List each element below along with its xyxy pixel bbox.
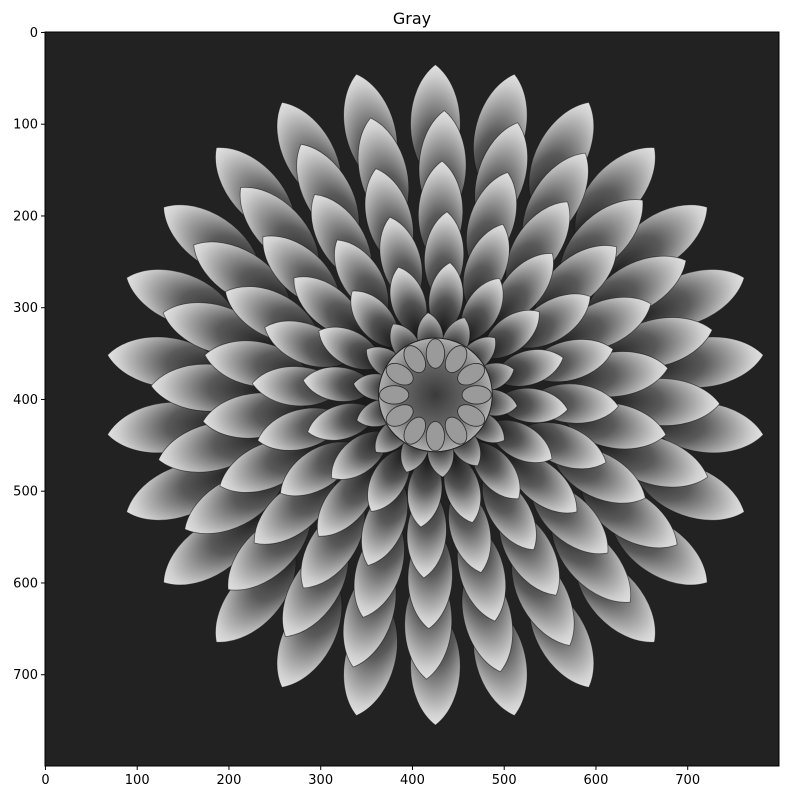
center-bud <box>461 385 492 405</box>
center-bud <box>385 404 414 427</box>
image-panel <box>45 32 779 766</box>
y-axis: 0 100 200 300 400 500 600 700 <box>13 26 45 683</box>
y-tick-label: 500 <box>13 485 38 500</box>
y-tick-label: 700 <box>13 668 38 683</box>
center-bud <box>425 421 445 452</box>
x-axis: 0 100 200 300 400 500 600 700 <box>41 766 700 788</box>
center-bud <box>403 416 426 445</box>
dahlia-flower <box>107 64 764 726</box>
y-tick-label: 300 <box>13 301 38 316</box>
x-tick-label: 600 <box>584 773 609 788</box>
x-tick-label: 200 <box>217 773 242 788</box>
center-bud <box>444 345 468 374</box>
center-bud <box>457 363 486 386</box>
center-bud <box>379 385 410 405</box>
y-tick-label: 100 <box>13 118 38 133</box>
x-tick-label: 0 <box>41 773 49 788</box>
x-tick-label: 700 <box>675 773 700 788</box>
center-bud <box>457 404 486 427</box>
center-bud <box>403 345 426 374</box>
x-tick-label: 400 <box>400 773 425 788</box>
x-tick-label: 100 <box>125 773 150 788</box>
y-tick-label: 400 <box>13 393 38 408</box>
chart-title: Gray <box>393 9 431 28</box>
center-bud <box>385 363 414 386</box>
x-tick-label: 500 <box>492 773 517 788</box>
y-tick-label: 200 <box>13 209 38 224</box>
y-tick-label: 0 <box>30 26 38 41</box>
y-tick-label: 600 <box>13 576 38 591</box>
center-bud <box>425 338 445 369</box>
x-tick-label: 300 <box>308 773 333 788</box>
center-bud <box>444 416 468 445</box>
flower-center <box>378 337 493 453</box>
